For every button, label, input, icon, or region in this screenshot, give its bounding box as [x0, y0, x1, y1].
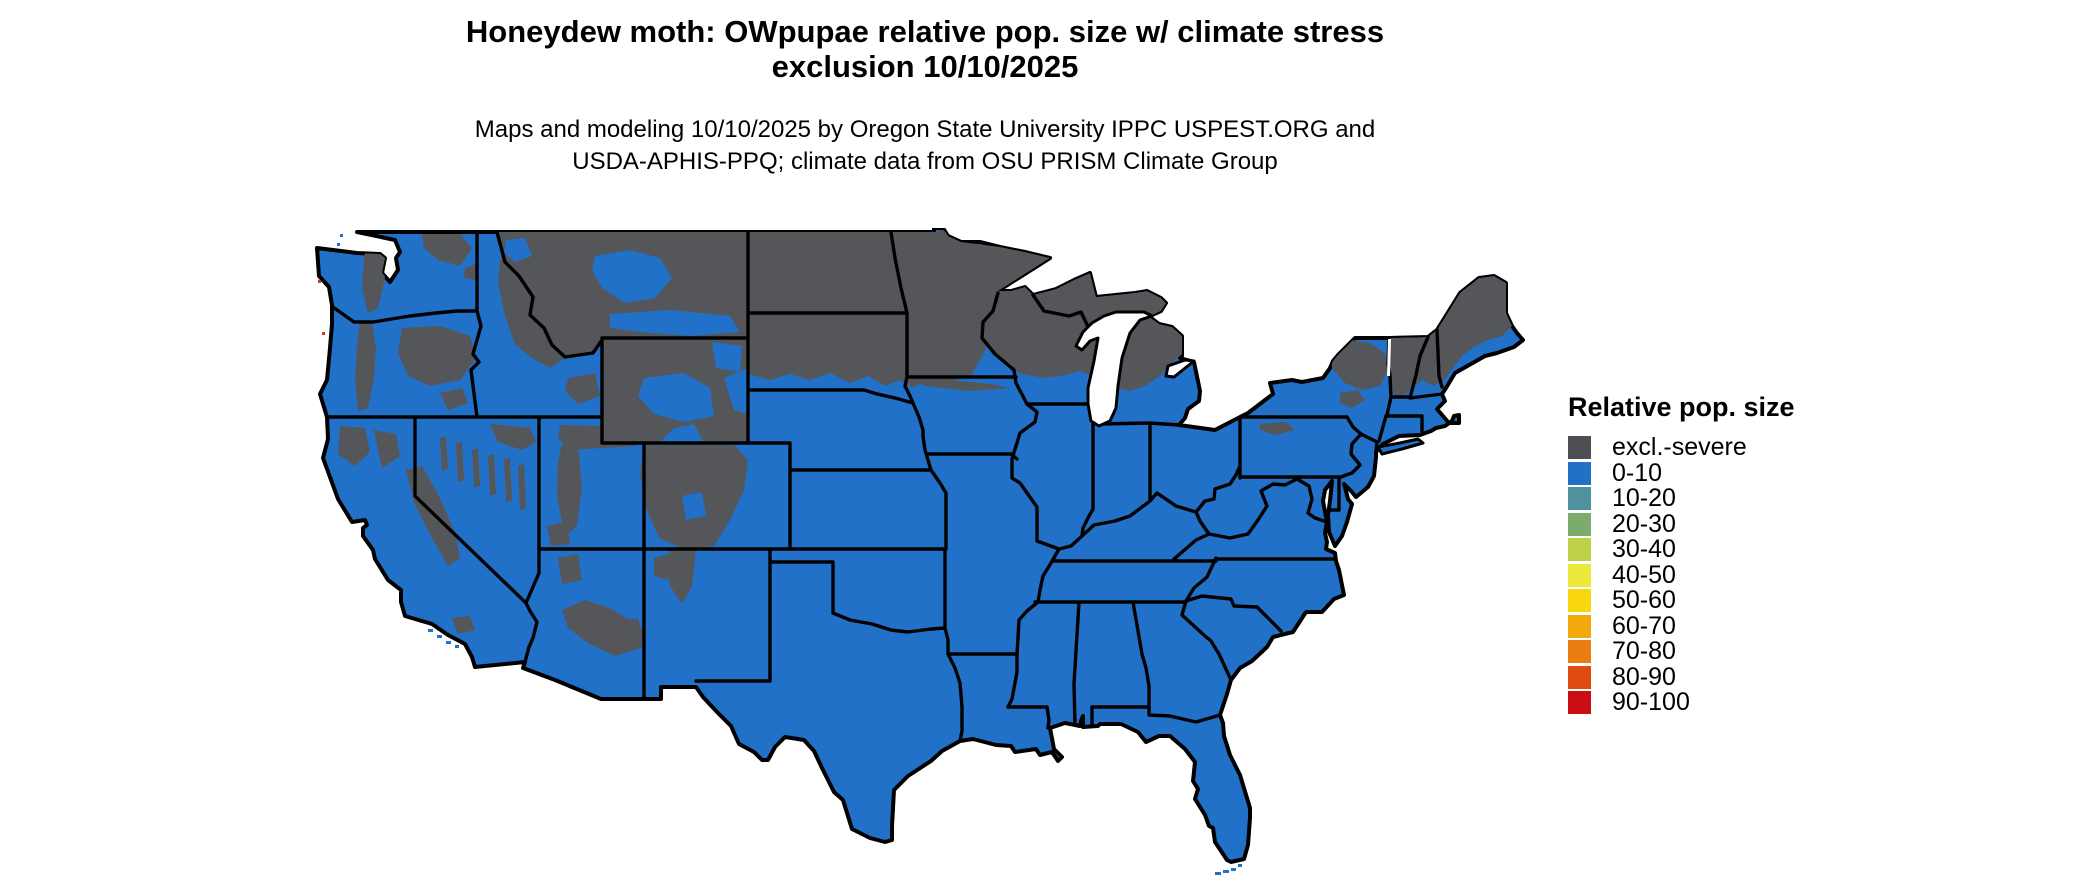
- legend-item: 0-10: [1568, 458, 1828, 487]
- legend-label: 90-100: [1612, 688, 1690, 717]
- legend-swatch: [1568, 665, 1591, 689]
- legend-swatch: [1568, 487, 1591, 511]
- florida-keys: [1215, 864, 1242, 875]
- legend: Relative pop. size excl.-severe 0-10 10-20…: [1568, 392, 1828, 716]
- legend-title: Relative pop. size: [1568, 392, 1795, 422]
- legend-item: 80-90: [1568, 662, 1828, 691]
- legend-label: 70-80: [1612, 637, 1676, 666]
- legend-swatch: [1568, 538, 1591, 562]
- legend-swatch: [1568, 563, 1591, 587]
- legend-item: 70-80: [1568, 637, 1828, 666]
- legend-label: 40-50: [1612, 560, 1676, 589]
- legend-swatch: [1568, 614, 1591, 638]
- legend-item: 40-50: [1568, 560, 1828, 589]
- map-title-line1: Honeydew moth: OWpupae relative pop. siz…: [465, 14, 1385, 49]
- map-subtitle-line2: USDA-APHIS-PPQ; climate data from OSU PR…: [572, 148, 1278, 175]
- lake-champlain: [1387, 339, 1391, 376]
- legend-label: 80-90: [1612, 662, 1676, 691]
- legend-label: 50-60: [1612, 586, 1676, 615]
- legend-swatch: [1568, 691, 1591, 715]
- legend-item: 50-60: [1568, 586, 1828, 615]
- legend-label: 20-30: [1612, 509, 1676, 538]
- legend-swatch: [1568, 589, 1591, 613]
- channel-islands: [428, 629, 459, 648]
- legend-item: 10-20: [1568, 484, 1828, 513]
- coast-specks: [318, 234, 343, 335]
- state-borders: [325, 230, 1444, 743]
- legend-item: 90-100: [1568, 688, 1828, 717]
- legend-label: 30-40: [1612, 535, 1676, 564]
- legend-label: 60-70: [1612, 611, 1676, 640]
- legend-swatch: [1568, 461, 1591, 485]
- map-subtitle: Maps and modeling 10/10/2025 by Oregon S…: [210, 114, 1640, 178]
- long-island: [1376, 437, 1425, 456]
- legend-swatch: [1568, 512, 1591, 536]
- legend-item: 20-30: [1568, 509, 1828, 538]
- lake-michigan: [1074, 310, 1154, 428]
- map-title-line2: exclusion 10/10/2025: [771, 49, 1079, 84]
- legend-label: 10-20: [1612, 484, 1676, 513]
- legend-item: 60-70: [1568, 611, 1828, 640]
- map-title: Honeydew moth: OWpupae relative pop. siz…: [210, 14, 1640, 84]
- map-subtitle-line1: Maps and modeling 10/10/2025 by Oregon S…: [474, 116, 1376, 143]
- legend-swatch: [1568, 436, 1591, 460]
- legend-label: 0-10: [1612, 458, 1663, 487]
- legend-swatch: [1568, 640, 1591, 664]
- us-map-svg: [315, 226, 1525, 875]
- legend-items: excl.-severe 0-10 10-20 20-30 30-40 40-50 50-6…: [1568, 433, 1828, 717]
- legend-label: excl.-severe: [1612, 433, 1747, 462]
- legend-item: 30-40: [1568, 535, 1828, 564]
- saginaw-bay: [1164, 358, 1196, 379]
- us-map: [310, 226, 1530, 880]
- legend-item: excl.-severe: [1568, 433, 1828, 462]
